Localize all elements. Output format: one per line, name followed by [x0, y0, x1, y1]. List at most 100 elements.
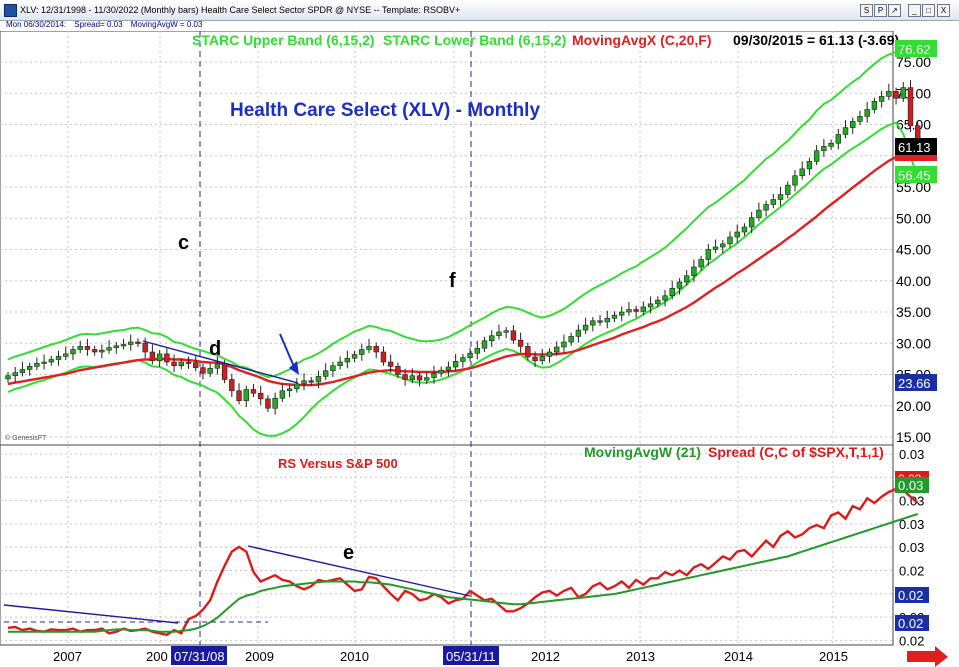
- rs-trend-line: [247, 545, 471, 597]
- x-axis-label: 2014: [724, 649, 753, 664]
- arrow-shaft: [279, 333, 296, 370]
- candle-up: [568, 336, 574, 343]
- p-button[interactable]: P: [874, 4, 887, 17]
- candle-up: [322, 370, 329, 377]
- legend-starc-upper: STARC Upper Band (6,15,2): [192, 32, 375, 48]
- blue-arrow-icon: [289, 361, 299, 375]
- candle-down: [221, 363, 228, 380]
- candle-up: [813, 150, 820, 162]
- candle-up: [763, 204, 769, 211]
- candle-up: [748, 217, 755, 228]
- s-button[interactable]: S: [860, 4, 873, 17]
- info-bar: Mon 06/30/2014: Spread= 0.03 MovingAvgW …: [0, 20, 959, 31]
- candle-up: [214, 363, 221, 369]
- price-tick-label: 50.00: [896, 210, 931, 226]
- candle-up: [683, 275, 690, 283]
- rs-badge-blue-1: 0.02: [895, 587, 929, 603]
- svg-text:0.03: 0.03: [898, 478, 923, 493]
- pin-button[interactable]: ↗: [888, 4, 901, 17]
- candle-up: [611, 314, 618, 319]
- candle-down: [525, 346, 531, 358]
- candle-down: [135, 341, 141, 344]
- minimize-button[interactable]: _: [908, 4, 921, 17]
- scroll-right-arrow-icon[interactable]: [907, 646, 948, 667]
- candle-down: [257, 392, 264, 400]
- candle-up: [756, 209, 762, 218]
- candle-up: [337, 361, 343, 367]
- candle-up: [864, 109, 870, 117]
- candle-up: [120, 344, 127, 347]
- candle-up: [286, 388, 293, 392]
- candle-up: [503, 330, 509, 333]
- candle-up: [99, 349, 105, 353]
- candle-down: [416, 375, 423, 381]
- candle-up: [871, 101, 878, 110]
- info-spread: Spread= 0.03: [74, 20, 123, 29]
- candle-up: [438, 369, 444, 374]
- candle-up: [128, 341, 134, 345]
- candle-up: [691, 266, 697, 277]
- candle-up: [272, 397, 278, 409]
- chart-canvas[interactable]: 15.0020.0025.0030.0035.0040.0045.0050.00…: [0, 31, 959, 667]
- rs-legend-spread: Spread (C,C of $SPX,T,1,1): [708, 444, 884, 460]
- candle-up: [467, 352, 473, 358]
- candle-up: [662, 295, 668, 301]
- label-c: c: [178, 232, 189, 254]
- rs-tick-label: 0.02: [899, 633, 924, 648]
- candle-down: [597, 320, 603, 323]
- candle-down: [907, 87, 914, 127]
- info-mavg: MovingAvgW = 0.03: [130, 20, 203, 29]
- candle-down: [633, 309, 639, 312]
- price-tick-label: 15.00: [896, 429, 931, 445]
- rs-tick-label: 0.02: [899, 564, 924, 579]
- candle-up: [5, 375, 11, 380]
- price-tick-label: 35.00: [896, 304, 931, 320]
- candle-up: [590, 320, 596, 326]
- candle-up: [424, 377, 430, 381]
- candle-up: [741, 226, 748, 233]
- svg-text:0.02: 0.02: [898, 616, 923, 631]
- candle-up: [582, 324, 589, 331]
- rs-badge-blue-2: 0.02: [895, 615, 929, 631]
- candle-up: [806, 161, 813, 170]
- price-tick-label: 65.00: [896, 117, 931, 133]
- badge-close: 61.13: [895, 138, 937, 155]
- candle-up: [770, 199, 777, 205]
- badge-lower: 56.45: [895, 166, 937, 183]
- candle-up: [785, 184, 791, 195]
- window-title: XLV: 12/31/1998 - 11/30/2022 (Monthly ba…: [20, 5, 461, 15]
- candle-up: [777, 194, 784, 200]
- svg-text:05/31/11: 05/31/11: [446, 649, 496, 664]
- candle-down: [402, 374, 408, 380]
- svg-text:56.45: 56.45: [898, 168, 931, 183]
- svg-text:76.62: 76.62: [898, 42, 931, 57]
- candle-up: [55, 356, 62, 360]
- candle-up: [676, 281, 683, 289]
- candle-up: [828, 142, 834, 147]
- candle-down: [185, 361, 192, 364]
- candle-up: [330, 365, 336, 372]
- close-button[interactable]: X: [937, 4, 950, 17]
- candle-up: [279, 390, 286, 399]
- rs-tick-label: 0.03: [899, 447, 924, 462]
- badge-upper: 76.62: [895, 40, 937, 57]
- candle-up: [821, 146, 827, 152]
- x-axis-label: 2012: [531, 649, 560, 664]
- price-tick-label: 30.00: [896, 335, 931, 351]
- candle-down: [532, 356, 538, 362]
- candle-up: [626, 309, 632, 313]
- candle-up: [243, 389, 249, 402]
- badge-blue: 23.66: [895, 374, 937, 391]
- rs-moving-avg-line: [8, 513, 919, 633]
- candle-up: [19, 369, 26, 373]
- candle-up: [409, 375, 416, 380]
- starc-upper-line: [7, 50, 918, 379]
- candle-up: [878, 96, 885, 102]
- legend-value: 09/30/2015 = 61.13 (-3.69): [733, 32, 899, 48]
- candle-down: [149, 351, 156, 362]
- maximize-button[interactable]: □: [922, 4, 935, 17]
- label-d: d: [209, 338, 221, 360]
- candle-up: [669, 287, 675, 297]
- candle-up: [344, 357, 351, 363]
- candle-up: [113, 345, 120, 348]
